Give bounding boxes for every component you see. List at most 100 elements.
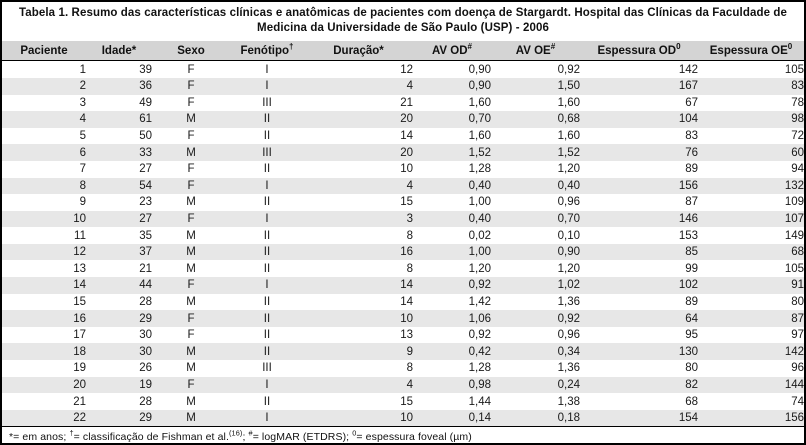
table-cell: 29 (86, 409, 152, 427)
table-cell: 23 (139, 196, 152, 209)
table-cell: 8 (406, 262, 413, 275)
table-cell: 0,24 (491, 376, 580, 394)
table-cell: 6 (2, 144, 86, 161)
table-cell: 1,60 (557, 130, 580, 143)
table-cell: II (263, 196, 271, 209)
table-cell: 30 (139, 329, 152, 342)
table-cell: 16 (304, 243, 413, 261)
table-cell: 83 (685, 130, 698, 143)
table-cell: 96 (791, 362, 804, 375)
table-cell: I (230, 409, 304, 427)
table-row: 21 28 M II 15 1,44 1,38 68 74 (2, 393, 804, 410)
table-row: 22 29 M I 10 0,14 0,18 154 156 (2, 409, 804, 427)
table-cell: 87 (685, 196, 698, 209)
table-cell: I (265, 63, 269, 76)
table-cell: 132 (698, 177, 804, 195)
table-cell: 16 (2, 310, 86, 327)
table-cell: 144 (698, 376, 804, 394)
table-cell: I (230, 376, 304, 394)
table-cell: 94 (791, 163, 804, 176)
table-row: 5 50 F II 14 1,60 1,60 83 72 (2, 128, 804, 145)
table-cell: 27 (86, 210, 152, 228)
table-title: Tabela 1. Resumo das características clí… (18, 7, 787, 35)
table-cell: 76 (580, 144, 698, 161)
table-cell: F (187, 96, 195, 109)
table-row: 19 26 M III 8 1,28 1,36 80 96 (2, 360, 804, 377)
table-row: 10 27 F I 3 0,40 0,70 146 107 (2, 210, 804, 228)
table-cell: 21 (73, 395, 86, 408)
table-cell: 1,00 (468, 196, 491, 209)
table-cell: M (152, 111, 230, 128)
table-cell: 9 (79, 196, 86, 209)
table-cell: 36 (86, 77, 152, 95)
table-cell: 28 (139, 395, 152, 408)
table-cell: 153 (678, 229, 698, 242)
table-cell: F (187, 329, 195, 342)
table-cell: 14 (2, 277, 86, 294)
table-cell: 54 (86, 177, 152, 195)
table-cell: M (186, 262, 196, 275)
column-header: Paciente (2, 41, 86, 62)
table-cell: F (187, 130, 195, 143)
column-header: Duração* (304, 41, 413, 62)
table-row: 12 37 M II 16 1,00 0,90 85 68 (2, 243, 804, 261)
table-cell: 0,02 (468, 229, 491, 242)
table-cell: F (152, 177, 230, 195)
table-cell: 10 (2, 210, 86, 228)
footnote: *= em anos; †= classificação de Fishman … (2, 426, 804, 443)
table-cell: M (152, 144, 230, 161)
table-cell: 10 (304, 409, 413, 427)
table-cell: 20 (304, 144, 413, 161)
table-row: 20 19 F I 4 0,98 0,24 82 144 (2, 376, 804, 394)
table-cell: 30 (86, 343, 152, 361)
table-cell: 39 (139, 63, 152, 76)
table-cell: 142 (698, 343, 804, 361)
table-cell: 26 (139, 362, 152, 375)
table-cell: 0,40 (491, 177, 580, 195)
table-cell: 80 (685, 362, 698, 375)
table-cell: 0,90 (413, 77, 491, 95)
table-cell: 14 (400, 295, 413, 308)
table-row: 6 33 M III 20 1,52 1,52 76 60 (2, 144, 804, 161)
table-cell: 0,34 (491, 343, 580, 361)
table-cell: 50 (139, 130, 152, 143)
table-cell: 0,14 (413, 409, 491, 427)
table-cell: 11 (74, 229, 86, 242)
table-cell: 15 (73, 295, 86, 308)
table-cell: 0,42 (413, 343, 491, 361)
table-cell: F (187, 163, 195, 176)
table-row: 9 23 M II 15 1,00 0,96 87 109 (2, 194, 804, 211)
table-cell: 0,96 (557, 196, 580, 209)
column-header: Fenótipo† (230, 41, 304, 62)
table-cell: 102 (580, 277, 698, 294)
table-cell: 107 (698, 210, 804, 228)
table-cell: 10 (400, 163, 413, 176)
table-cell: II (230, 243, 304, 261)
table-cell: 156 (580, 177, 698, 195)
table-cell: II (230, 343, 304, 361)
table-cell: 17 (73, 329, 86, 342)
table-cell: 1,20 (557, 163, 580, 176)
table-cell: 87 (698, 310, 804, 327)
table-cell: 1,00 (413, 243, 491, 261)
table-cell: 4 (304, 77, 413, 95)
table-cell: 19 (86, 376, 152, 394)
table-row: 16 29 F II 10 1,06 0,92 64 87 (2, 310, 804, 327)
column-header: Espessura OE0 (698, 41, 804, 62)
table-cell: 89 (685, 163, 698, 176)
table-cell: 1,38 (557, 395, 580, 408)
table-row: 2 36 F I 4 0,90 1,50 167 83 (2, 77, 804, 95)
table-cell: 49 (139, 96, 152, 109)
table-cell: 74 (791, 395, 804, 408)
table-cell: 10 (304, 310, 413, 327)
table-cell: II (263, 395, 271, 408)
patients-table: Paciente Idade* Sexo Fenótipo† Duração* AV OD… (2, 41, 804, 427)
table-cell: 146 (580, 210, 698, 228)
table-row: 11 35 M II 8 0,02 0,10 153 149 (2, 227, 804, 244)
table-cell: 80 (791, 295, 804, 308)
table-cell: M (152, 409, 230, 427)
table-cell: M (186, 395, 196, 408)
table-cell: 33 (86, 144, 152, 161)
table-cell: 4 (304, 177, 413, 195)
